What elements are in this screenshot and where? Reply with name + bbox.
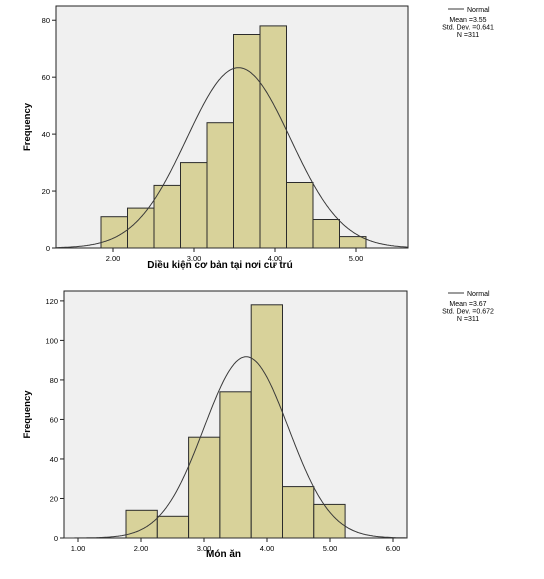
histogram-bar	[233, 34, 261, 249]
y-tick-label: 60	[50, 415, 58, 424]
y-tick-label: 120	[45, 297, 58, 306]
y-tick-label: 20	[50, 494, 58, 503]
y-tick-label: 80	[50, 376, 58, 385]
x-tick-label: 2.00	[134, 544, 149, 553]
x-tick-label: 4.00	[268, 254, 283, 263]
histogram-bar	[206, 122, 234, 249]
histogram-bar	[259, 25, 287, 249]
y-tick-label: 40	[50, 455, 58, 464]
legend-label: Normal	[467, 7, 490, 14]
legend-stat: Mean =3.67	[449, 301, 486, 308]
legend-stat: Std. Dev. =0.641	[442, 25, 494, 32]
bars	[125, 304, 346, 539]
legend-stat: Std. Dev. =0.672	[442, 309, 494, 316]
x-tick-label: 2.00	[106, 254, 121, 263]
y-tick-label: 0	[46, 244, 50, 253]
x-tick-label: 1.00	[71, 544, 86, 553]
x-tick-label: 3.00	[187, 254, 202, 263]
y-tick-label: 40	[42, 130, 50, 139]
histogram-bar	[250, 304, 283, 539]
y-tick-label: 100	[45, 336, 58, 345]
y-tick-label: 60	[42, 73, 50, 82]
histogram-bar	[188, 436, 221, 539]
normal-curve	[64, 356, 407, 539]
histogram-bar	[127, 207, 155, 249]
legend-stat: N =311	[457, 316, 479, 323]
histogram-bar	[219, 391, 252, 539]
x-tick-label: 4.00	[260, 544, 275, 553]
x-tick-label: 5.00	[323, 544, 338, 553]
x-tick-label: 3.00	[197, 544, 212, 553]
legend-stat: N =311	[457, 32, 479, 39]
legend-stat: Mean =3.55	[449, 17, 486, 24]
x-axis-label: Món ăn	[206, 549, 241, 560]
x-axis-label: Diều kiện cơ bản tại nơi cư trú	[147, 259, 292, 271]
histogram-bar	[286, 182, 314, 249]
y-axis-label: Frequency	[22, 102, 33, 151]
x-tick-label: 6.00	[386, 544, 401, 553]
y-tick-label: 20	[42, 187, 50, 196]
y-tick-label: 80	[42, 16, 50, 25]
histogram-bar	[312, 219, 340, 249]
y-tick-label: 0	[54, 534, 58, 543]
histogram-bar	[313, 503, 346, 539]
y-axis-label: Frequency	[22, 390, 33, 439]
histogram-residence-conditions: 0 20 40 60 80 2.00 3.00 4.00 5.00 Frequency Diều k…	[22, 5, 494, 271]
histogram-food: 0 20 40 60 80 100 120 1.00 2.00 3.00 4.00 5.00 6.00 F…	[22, 290, 494, 560]
bars	[100, 25, 367, 249]
normal-curve	[56, 67, 408, 249]
histogram-bar	[156, 515, 190, 539]
histogram-bar	[339, 236, 367, 249]
histogram-bar	[282, 486, 315, 539]
histogram-bar	[180, 162, 208, 249]
x-tick-label: 5.00	[349, 254, 364, 263]
legend-label: Normal	[467, 291, 490, 298]
